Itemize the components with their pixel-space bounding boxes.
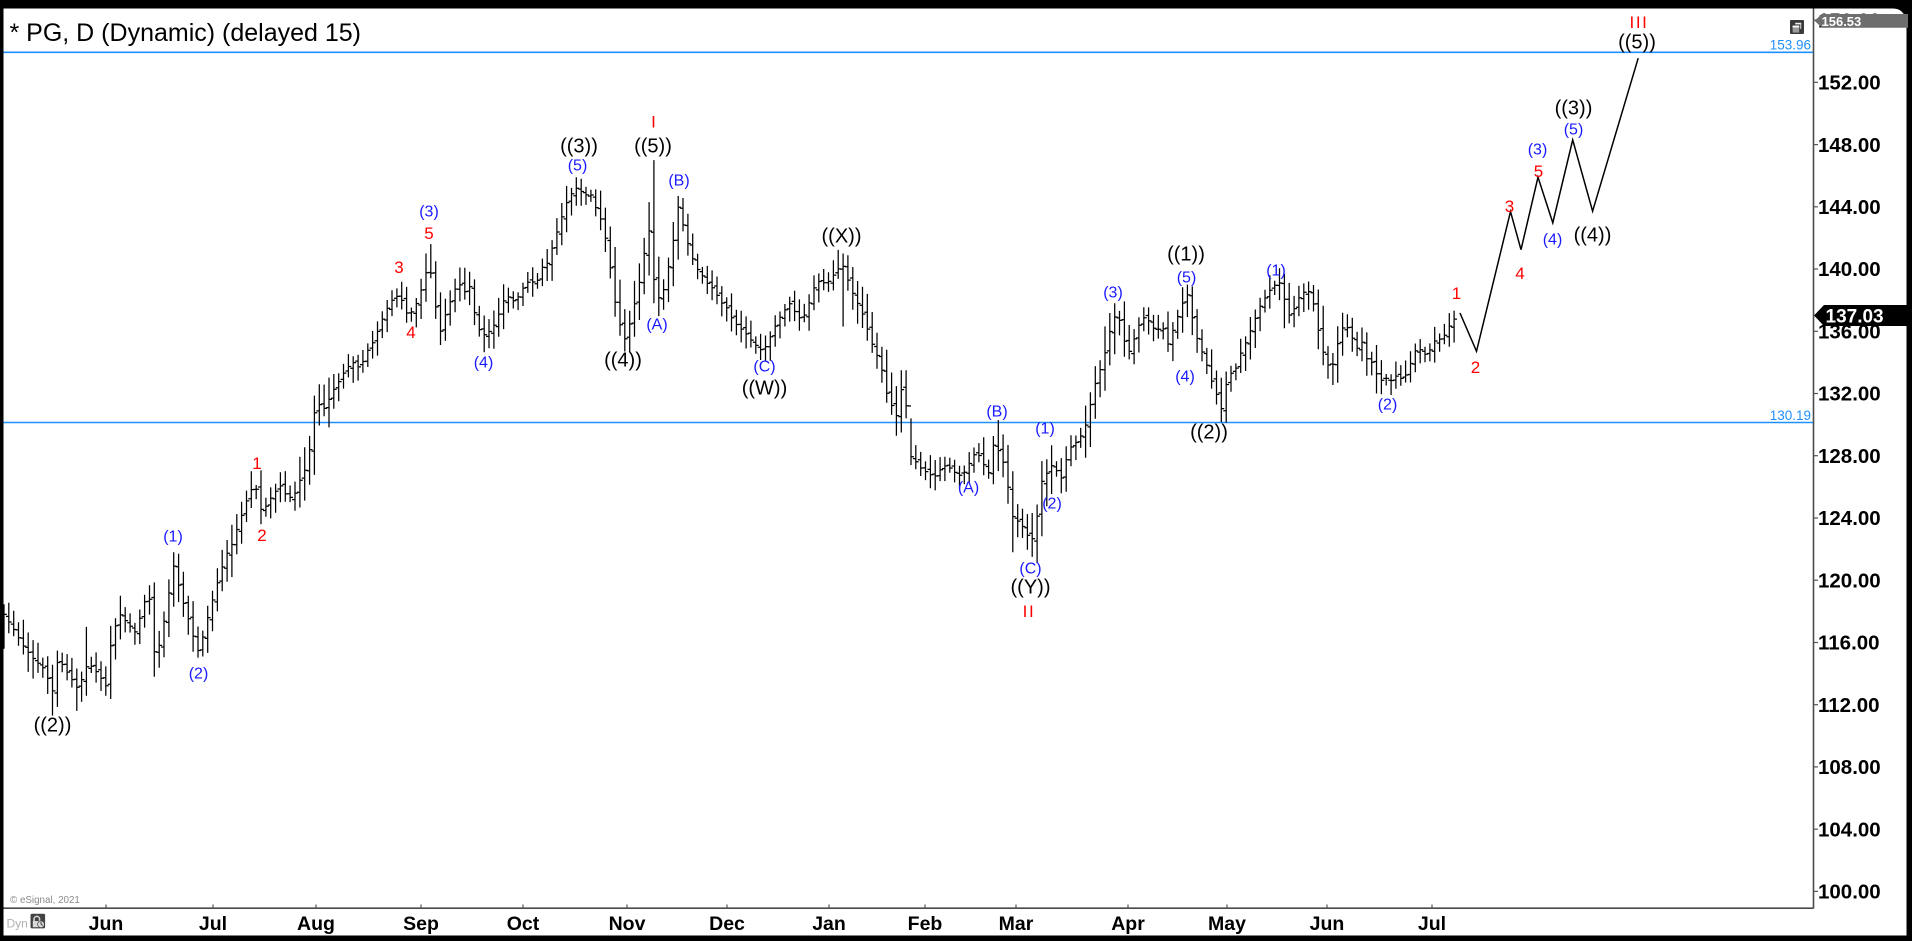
svg-text:(A): (A) — [646, 317, 667, 334]
svg-text:II: II — [1023, 602, 1036, 621]
svg-text:(5): (5) — [1177, 270, 1197, 287]
svg-text:(4): (4) — [1543, 232, 1563, 249]
svg-text:((5)): ((5)) — [1618, 32, 1656, 54]
svg-text:136.00: 136.00 — [1818, 321, 1881, 344]
svg-text:((2)): ((2)) — [1190, 422, 1228, 444]
svg-text:Jan: Jan — [812, 913, 846, 935]
svg-text:1: 1 — [252, 454, 261, 473]
svg-text:((5)): ((5)) — [634, 136, 672, 158]
svg-text:(5): (5) — [568, 158, 588, 175]
svg-text:120.00: 120.00 — [1818, 569, 1881, 592]
svg-text:Jun: Jun — [89, 913, 124, 935]
svg-text:(C): (C) — [1019, 561, 1041, 578]
svg-text:4: 4 — [1515, 264, 1524, 283]
svg-text:3: 3 — [394, 258, 403, 277]
svg-text:104.00: 104.00 — [1818, 818, 1881, 841]
svg-text:1: 1 — [1452, 284, 1461, 303]
svg-text:124.00: 124.00 — [1818, 507, 1881, 530]
svg-text:Apr: Apr — [1111, 913, 1145, 935]
svg-text:Sep: Sep — [403, 913, 439, 935]
svg-text:(3): (3) — [1528, 142, 1548, 159]
svg-text:((3)): ((3)) — [1555, 98, 1593, 120]
svg-text:Oct: Oct — [507, 913, 540, 935]
svg-text:Jul: Jul — [1418, 913, 1446, 935]
svg-text:108.00: 108.00 — [1818, 756, 1881, 779]
svg-text:(4): (4) — [1175, 369, 1195, 386]
svg-text:(A): (A) — [958, 480, 979, 497]
svg-text:Feb: Feb — [908, 913, 943, 935]
svg-text:(B): (B) — [668, 173, 689, 190]
svg-text:((W)): ((W)) — [742, 378, 788, 400]
svg-text:((Y)): ((Y)) — [1011, 577, 1051, 599]
svg-text:112.00: 112.00 — [1818, 694, 1880, 717]
svg-text:3: 3 — [1505, 197, 1514, 216]
svg-text:140.00: 140.00 — [1818, 258, 1881, 281]
svg-text:100.00: 100.00 — [1818, 881, 1881, 904]
svg-text:137.03: 137.03 — [1826, 307, 1884, 328]
svg-text:III: III — [1630, 13, 1649, 32]
svg-text:132.00: 132.00 — [1818, 383, 1881, 406]
svg-text:130.19: 130.19 — [1770, 408, 1811, 423]
svg-text:(3): (3) — [1103, 285, 1123, 302]
svg-text:152.00: 152.00 — [1818, 72, 1881, 95]
svg-text:(1): (1) — [163, 529, 183, 546]
svg-text:(1): (1) — [1266, 263, 1286, 280]
svg-text:© eSignal, 2021: © eSignal, 2021 — [10, 895, 80, 906]
svg-text:(2): (2) — [1378, 397, 1398, 414]
svg-text:5: 5 — [1534, 162, 1543, 181]
svg-text:I: I — [651, 113, 656, 132]
svg-text:Aug: Aug — [297, 913, 335, 935]
svg-text:(1): (1) — [1035, 421, 1055, 438]
svg-text:2: 2 — [257, 526, 266, 545]
svg-text:116.00: 116.00 — [1818, 632, 1880, 655]
svg-text:Nov: Nov — [609, 913, 646, 935]
svg-text:((2)): ((2)) — [34, 715, 72, 737]
svg-text:(2): (2) — [189, 666, 209, 683]
svg-text:156.53: 156.53 — [1822, 14, 1862, 29]
svg-text:Jul: Jul — [199, 913, 227, 935]
svg-text:* PG, D (Dynamic) (delayed 15): * PG, D (Dynamic) (delayed 15) — [10, 19, 362, 47]
svg-text:153.96: 153.96 — [1770, 38, 1811, 53]
svg-text:May: May — [1208, 913, 1246, 935]
svg-text:(5): (5) — [1564, 122, 1584, 139]
svg-text:5: 5 — [424, 224, 433, 243]
svg-text:(3): (3) — [419, 204, 439, 221]
svg-text:((1)): ((1)) — [1167, 244, 1205, 266]
svg-text:2: 2 — [1471, 358, 1480, 377]
svg-text:(B): (B) — [986, 404, 1007, 421]
svg-text:4: 4 — [406, 323, 415, 342]
svg-text:((4)): ((4)) — [1574, 225, 1612, 247]
svg-text:(4): (4) — [474, 355, 494, 372]
svg-text:Jun: Jun — [1310, 913, 1345, 935]
svg-text:Dec: Dec — [709, 913, 745, 935]
svg-text:128.00: 128.00 — [1818, 445, 1881, 468]
svg-text:((X)): ((X)) — [822, 226, 862, 248]
svg-text:((4)): ((4)) — [604, 350, 642, 372]
svg-text:(C): (C) — [753, 359, 775, 376]
svg-text:144.00: 144.00 — [1818, 196, 1881, 219]
svg-text:Mar: Mar — [999, 913, 1034, 935]
svg-text:(2): (2) — [1042, 496, 1062, 513]
svg-text:Dyn: Dyn — [7, 917, 28, 931]
svg-text:((3)): ((3)) — [560, 136, 598, 158]
svg-text:148.00: 148.00 — [1818, 134, 1881, 157]
